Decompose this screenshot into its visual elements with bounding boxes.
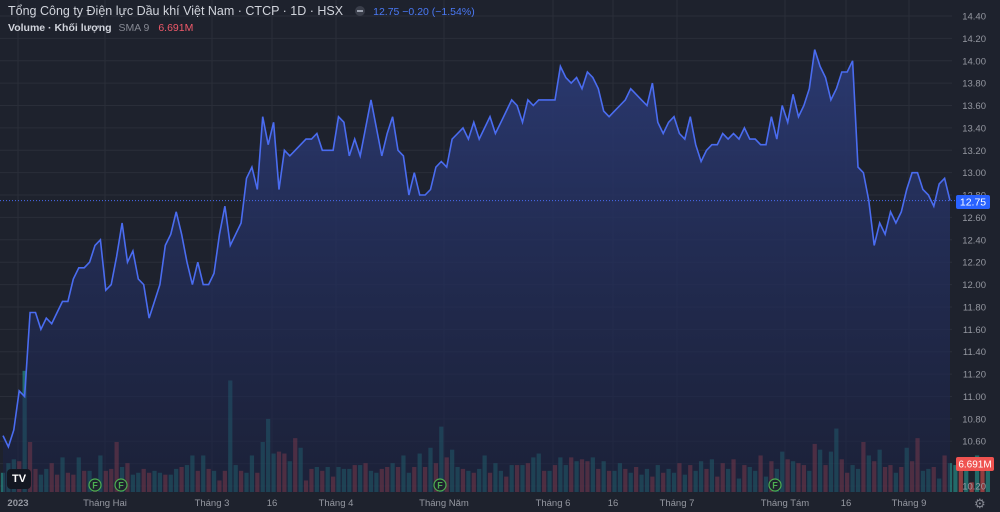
time-tick-label: 16 — [608, 498, 619, 509]
volume-bar — [958, 467, 963, 492]
earnings-marker-icon: F — [768, 478, 782, 492]
time-tick-label: Tháng 4 — [319, 498, 354, 509]
price-tick-label: 12.20 — [962, 258, 986, 269]
earnings-marker-circle — [768, 478, 782, 492]
price-badge: 12.75 — [960, 197, 986, 209]
time-tick-label: Tháng Tám — [761, 498, 809, 509]
price-tick-label: 14.00 — [962, 56, 986, 67]
volume-value: 6.691M — [158, 22, 194, 34]
price-tick-label: 11.20 — [963, 370, 986, 381]
time-tick-label: Tháng 7 — [660, 498, 695, 509]
price-tick-label: 12.60 — [962, 213, 986, 224]
time-tick-label: Tháng Năm — [419, 498, 469, 509]
time-tick-label: Tháng 6 — [536, 498, 571, 509]
volume-sma: SMA 9 — [118, 22, 150, 34]
symbol-legend[interactable]: Tổng Công ty Điện lực Dầu khí Việt Nam ·… — [8, 4, 475, 18]
price-tick-label: 11.40 — [963, 347, 986, 358]
volume-bar — [964, 461, 969, 492]
earnings-marker-circle — [433, 478, 447, 492]
gear-icon[interactable]: ⚙ — [974, 496, 986, 511]
axis-badges: 12.75 6.691M — [956, 195, 994, 471]
price-badge-bg — [956, 195, 990, 209]
price-tick-label: 13.20 — [962, 146, 986, 157]
volume-bar — [953, 465, 958, 492]
price-tick-label: 13.60 — [962, 101, 986, 112]
price-tick-label: 11.60 — [963, 325, 986, 336]
symbol-title: Tổng Công ty Điện lực Dầu khí Việt Nam ·… — [8, 4, 344, 18]
volume-bar — [980, 467, 985, 492]
earnings-marker-icon: F — [114, 478, 128, 492]
earnings-marker-icon: F — [433, 478, 447, 492]
earnings-marker-label: F — [437, 481, 443, 491]
volume-bar — [969, 482, 974, 492]
time-tick-label: 2023 — [7, 498, 28, 509]
price-axis: 14.40 14.20 14.00 13.80 13.60 13.40 13.20 13.00… — [962, 12, 986, 493]
volume-badge-bg — [956, 457, 994, 471]
earnings-marker-icon: F — [88, 478, 102, 492]
earnings-marker-circle — [88, 478, 102, 492]
price-tick-label: 14.40 — [962, 12, 986, 23]
time-tick-label: Tháng 9 — [892, 498, 927, 509]
price-tick-label: 13.40 — [962, 123, 986, 134]
price-tick-label: 11.00 — [963, 392, 986, 403]
price-tick-label: 14.20 — [962, 34, 986, 45]
earnings-marker-label: F — [118, 481, 124, 491]
price-tick-label: 10.80 — [962, 414, 986, 425]
earnings-marker-label: F — [92, 481, 98, 491]
price-tick-label: 10.20 — [962, 482, 986, 493]
time-tick-label: 16 — [267, 498, 278, 509]
price-tick-label: 12.00 — [962, 280, 986, 291]
collapse-icon[interactable] — [355, 6, 366, 16]
price-tick-label: 12.40 — [962, 235, 986, 246]
price-tick-label: 11.80 — [963, 302, 986, 313]
price-tick-label: 10.60 — [962, 437, 986, 448]
volume-legend[interactable]: Volume · Khối lượng SMA 9 6.691M — [8, 22, 193, 34]
tradingview-logo-icon[interactable]: TV — [7, 469, 31, 489]
time-tick-label: 16 — [841, 498, 852, 509]
time-tick-label: Tháng Hai — [83, 498, 127, 509]
time-axis: 2023 Tháng Hai Tháng 3 16 Tháng 4 Tháng Năm Th… — [7, 498, 926, 509]
price-tick-label: 13.80 — [962, 79, 986, 90]
price-line — [2, 49, 951, 449]
earnings-marker-label: F — [772, 481, 778, 491]
price-tick-label: 13.00 — [962, 168, 986, 179]
volume-badge: 6.691M — [958, 460, 991, 471]
price-area — [3, 49, 950, 492]
volume-title: Volume · Khối lượng — [8, 22, 112, 34]
earnings-marker-circle — [114, 478, 128, 492]
symbol-quote: 12.75 −0.20 (−1.54%) — [373, 6, 475, 18]
volume-bar — [985, 470, 990, 492]
time-tick-label: Tháng 3 — [195, 498, 230, 509]
volume-bar — [974, 455, 980, 492]
